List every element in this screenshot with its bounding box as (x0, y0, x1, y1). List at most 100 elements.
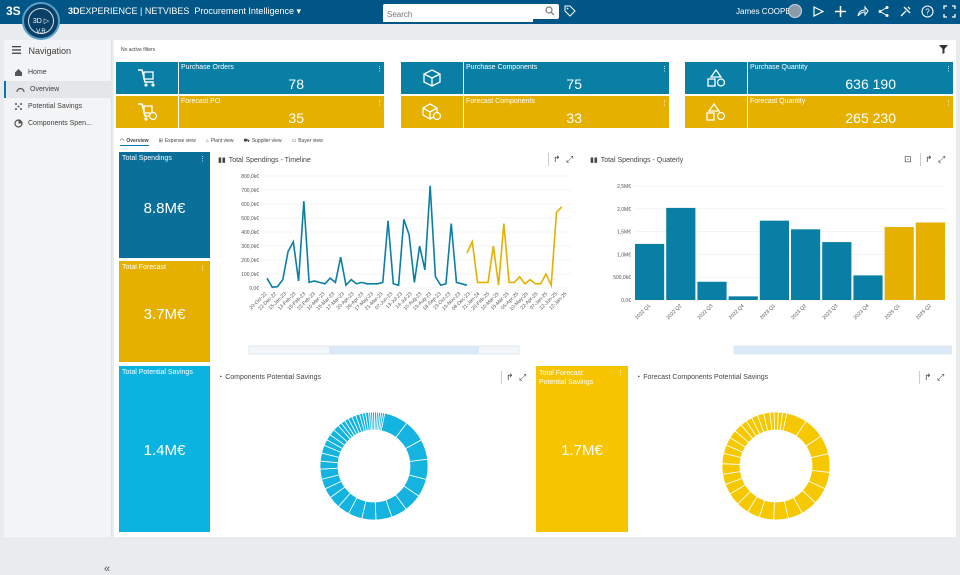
kpi-label: Forecast Components (466, 98, 535, 105)
app-name[interactable]: Procurement Intelligence (194, 6, 294, 16)
nav-item-home[interactable]: Home (4, 64, 112, 81)
y-tick-label: 1,5M€ (617, 230, 631, 236)
tab-supplier-view[interactable]: ⛟ Supplier view (244, 136, 282, 146)
tag-icon[interactable] (564, 5, 576, 17)
y-tick-label: 600,0k€ (241, 202, 259, 208)
user-name[interactable]: James COOPER (736, 7, 797, 16)
x-tick-label: 2023 Q1 (759, 303, 777, 321)
share-icon[interactable]: ↱ (506, 372, 514, 382)
bar (822, 242, 852, 300)
kpi-card-purchase-orders[interactable]: Purchase Orders 78 ⋮ (179, 62, 384, 94)
tab-buyer-view[interactable]: ▭ Buyer view (292, 136, 323, 146)
screenshot-icon[interactable]: ⊡ (904, 154, 912, 164)
share-icon[interactable]: ↱ (925, 154, 933, 164)
forecast-components-savings-donut (721, 411, 831, 521)
search-box[interactable] (383, 4, 559, 22)
expand-icon[interactable]: ⤢ (519, 372, 527, 382)
menu-icon[interactable] (12, 46, 21, 54)
filter-icon[interactable] (939, 45, 948, 54)
bar (915, 222, 945, 300)
collapse-icon[interactable]: « (104, 563, 111, 575)
nav-item-overview[interactable]: Overview (4, 81, 112, 98)
tab-overview[interactable]: ◠ Overview (120, 136, 149, 146)
more-icon[interactable]: ⋮ (945, 100, 952, 107)
sparkle-icon (15, 103, 22, 110)
tab-plant-view[interactable]: ⌂ Plant view (206, 136, 234, 146)
more-icon[interactable]: ⋮ (376, 66, 383, 73)
bar (759, 220, 789, 300)
x-tick-label: 2022 Q3 (697, 303, 715, 321)
y-tick-label: 2,0M€ (617, 207, 631, 213)
expand-icon[interactable]: ⤢ (937, 372, 945, 382)
nav-item-components-spend[interactable]: Components Spen... (4, 115, 112, 132)
search-icon[interactable] (545, 6, 555, 16)
bar (791, 229, 821, 300)
kpi-label: Forecast PO (181, 98, 221, 105)
forward-icon[interactable] (856, 5, 869, 18)
kpi-label: Purchase Orders (181, 64, 234, 71)
y-tick-label: 200,0k€ (241, 258, 259, 264)
tile-total-spendings[interactable]: Total Spendings ⋮ 8.8M€ (119, 152, 210, 258)
share-icon[interactable]: ↱ (553, 154, 561, 164)
kpi-card-purchase-components[interactable]: Purchase Components 75 ⋮ (464, 62, 669, 94)
ds-logo: 3S (6, 4, 21, 18)
kpi-card-forecast-po[interactable]: Forecast PO 35 ⋮ (179, 96, 384, 128)
more-icon[interactable]: ⋮ (376, 100, 383, 107)
navigation-title: Navigation (28, 46, 72, 56)
kpi-card-forecast-components[interactable]: Forecast Components 33 ⋮ (464, 96, 669, 128)
kpi-card-forecast-quantity[interactable]: Forecast Quantity 265 230 ⋮ (748, 96, 953, 128)
compass-button[interactable]: 3D ▷ V,R (22, 2, 60, 40)
tile-total-forecast[interactable]: Total Forecast ⋮ 3.7M€ (119, 261, 210, 362)
tile-value: 3.7M€ (143, 306, 186, 324)
avatar[interactable] (788, 4, 802, 18)
y-tick-label: 0,0€ (621, 298, 631, 304)
top-bar: 3S 3DEXPERIENCE | NETVIBES Procurement I… (0, 0, 960, 24)
kpi-icon-box (116, 62, 178, 94)
chart-icon: ▮▮ (590, 157, 598, 164)
active-filters: No active filters (121, 47, 156, 53)
cube-icon (423, 69, 441, 87)
tile-total-forecast-potential-savings[interactable]: Total Forecast Potential Savings ⋮ 1.7M€ (536, 366, 628, 532)
tile-total-potential-savings[interactable]: Total Potential Savings 1.4M€ (119, 366, 210, 532)
nav-item-label: Potential Savings (28, 103, 83, 110)
expand-icon[interactable]: ⤢ (938, 154, 946, 164)
tools-icon[interactable] (899, 5, 912, 18)
more-icon[interactable]: ⋮ (617, 370, 624, 377)
share-icon[interactable]: ↱ (924, 372, 932, 382)
cart-icon (138, 69, 155, 87)
share-space-icon[interactable] (812, 5, 825, 18)
tile-label: Total Forecast Potential Savings (539, 370, 594, 386)
x-tick-label: 2022 Q2 (665, 303, 683, 321)
fullscreen-icon[interactable] (943, 5, 956, 18)
kpi-value: 33 (566, 110, 582, 126)
tile-label: Total Forecast (122, 264, 166, 271)
more-icon[interactable]: ⋮ (661, 100, 668, 107)
panel-title: ▮▮ Total Spendings - Timeline (218, 156, 311, 165)
network-icon[interactable] (877, 5, 890, 18)
tile-label: Total Spendings (122, 155, 172, 162)
gauge-icon (16, 87, 25, 93)
x-tick-label: 2023 Q4 (853, 303, 871, 321)
nav-item-potential-savings[interactable]: Potential Savings (4, 98, 112, 115)
nav-item-label: Overview (30, 86, 60, 93)
help-icon[interactable]: ? (921, 5, 934, 18)
timeline-chart: 0,0€ 100,0k€ 200,0k€ 300,0k€ 400,0k€ 500,0k€ 6… (241, 174, 572, 355)
expand-icon[interactable]: ⤢ (566, 154, 574, 164)
tab-label: Supplier view (251, 138, 282, 144)
more-icon[interactable]: ⋮ (199, 265, 206, 272)
chevron-down-icon[interactable]: ▾ (296, 6, 302, 16)
more-icon[interactable]: ⋮ (661, 66, 668, 73)
svg-text:?: ? (925, 7, 930, 16)
expense-icon: ⊞ (158, 138, 163, 144)
bar (697, 281, 727, 300)
y-tick-label: 100,0k€ (241, 272, 259, 278)
more-icon[interactable]: ⋮ (199, 156, 206, 163)
more-icon[interactable]: ⋮ (945, 66, 952, 73)
bar (666, 207, 696, 300)
plus-icon[interactable] (834, 5, 847, 18)
tab-expense-view[interactable]: ⊞ Expense view (159, 136, 196, 146)
kpi-value: 636 190 (845, 76, 896, 92)
kpi-card-purchase-quantity[interactable]: Purchase Quantity 636 190 ⋮ (748, 62, 953, 94)
search-input[interactable] (383, 7, 533, 22)
nav-item-label: Components Spen... (28, 120, 92, 127)
